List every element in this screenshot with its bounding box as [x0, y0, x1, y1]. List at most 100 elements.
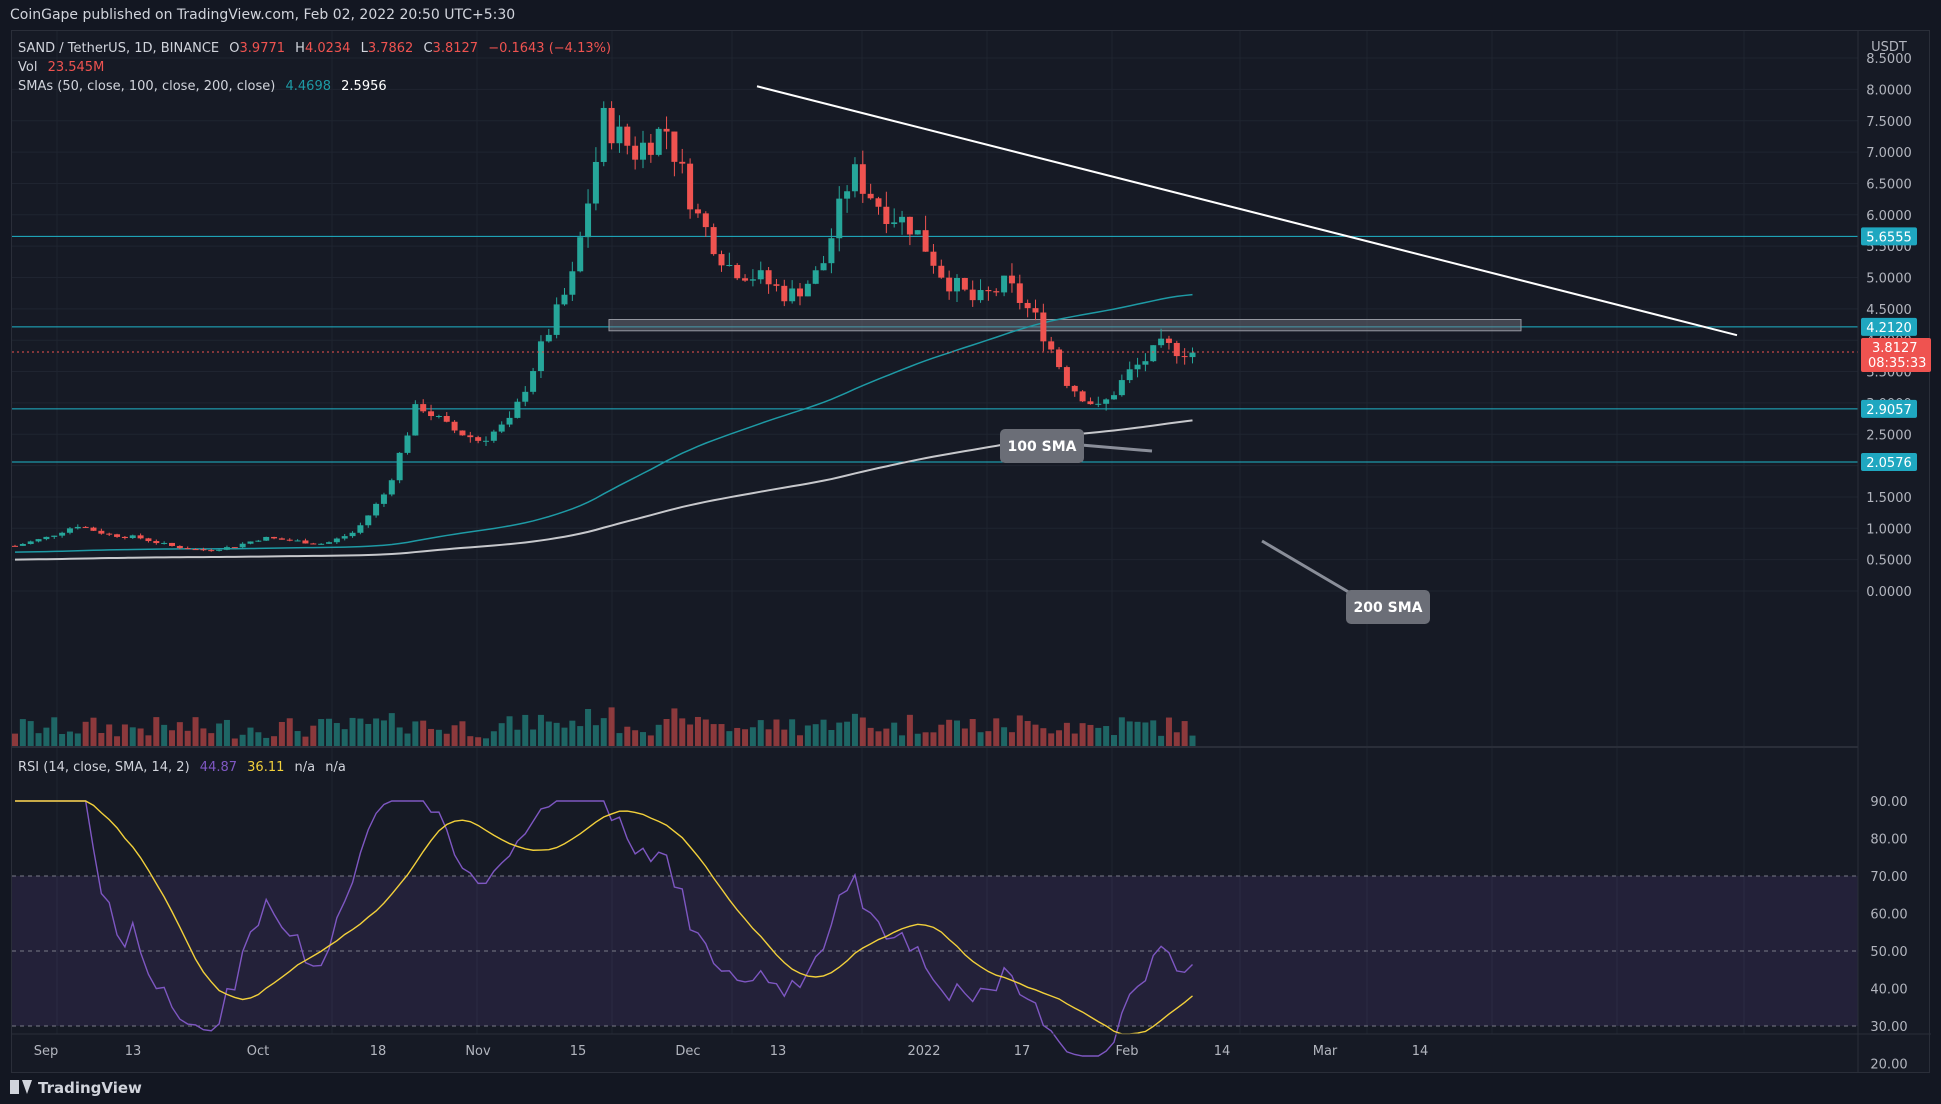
- volume-bars: [12, 707, 1196, 747]
- volume-bar: [812, 724, 819, 747]
- volume-bar: [263, 737, 270, 747]
- candle-body: [742, 278, 749, 281]
- volume-bar: [875, 731, 882, 747]
- volume-bar: [1095, 727, 1102, 747]
- volume-bar: [326, 718, 332, 747]
- candle-body: [663, 128, 670, 132]
- volume-bar: [35, 733, 42, 747]
- volume-bar: [373, 718, 380, 747]
- level-tag-label: 4.2120: [1866, 321, 1912, 336]
- price-tick-label: 0.0000: [1866, 585, 1912, 600]
- price-tick-label: 0.5000: [1866, 554, 1912, 569]
- open-value: 3.9771: [240, 41, 286, 56]
- candle-body: [1095, 403, 1102, 405]
- annotation-200-sma[interactable]: 200 SMA: [1261, 539, 1430, 624]
- candle-body: [1173, 342, 1180, 357]
- candle-body: [1165, 338, 1172, 343]
- close-value: 3.8127: [433, 41, 479, 56]
- volume-bar: [498, 723, 505, 747]
- candle-body: [1158, 338, 1165, 346]
- volume-bar: [1181, 721, 1188, 747]
- candle-body: [781, 285, 788, 302]
- rsi-tick-label: 60.00: [1870, 908, 1907, 923]
- volume-bar: [1008, 732, 1015, 747]
- candle-body: [74, 526, 81, 529]
- candle-body: [906, 216, 913, 235]
- sma-legend: SMAs (50, close, 100, close, 200, close)…: [18, 79, 387, 94]
- horizontal-levels: [12, 235, 1858, 463]
- candle-body: [365, 515, 372, 526]
- annotation-100-sma[interactable]: 100 SMA: [1000, 429, 1153, 463]
- price-axis[interactable]: 8.50008.00007.50007.00006.50006.00005.50…: [1866, 52, 1912, 600]
- candle-body: [616, 126, 623, 144]
- rsi-axis[interactable]: 90.00 80.00 70.00 60.00 50.00 40.00 30.00 20.00: [1870, 795, 1907, 1073]
- high-value: 4.0234: [305, 41, 351, 56]
- candle-body: [59, 532, 66, 536]
- chart-frame[interactable]: 8.5000 8.0000 7.5000 7.0000 6.5000 6.0000 5.50…: [11, 30, 1931, 1074]
- volume-bar: [66, 731, 73, 747]
- volume-bar: [74, 733, 81, 747]
- candle-body: [326, 542, 332, 544]
- volume-bar: [506, 716, 513, 747]
- volume-bar: [396, 727, 403, 747]
- candle-body: [922, 230, 929, 252]
- candle-body: [961, 277, 968, 290]
- candle-body: [891, 222, 898, 224]
- volume-bar: [671, 708, 678, 747]
- candle-body: [208, 550, 215, 552]
- ohlc-legend: SAND / TetherUS, 1D, BINANCE O3.9771 H4.…: [18, 41, 611, 56]
- price-tick-label: 8.5000: [1866, 52, 1912, 67]
- volume-bar: [687, 724, 694, 747]
- candlesticks: [12, 101, 1196, 552]
- trendline[interactable]: [756, 85, 1738, 337]
- volume-bar: [51, 717, 58, 747]
- level-tag-label: 2.9057: [1866, 403, 1912, 418]
- volume-bar: [106, 724, 113, 747]
- volume-bar: [553, 722, 560, 747]
- candle-body: [271, 536, 278, 539]
- volume-bar: [12, 733, 18, 747]
- candle-body: [35, 539, 42, 542]
- candle-body: [373, 503, 380, 516]
- candle-body: [1001, 275, 1008, 293]
- volume-bar: [781, 729, 788, 747]
- volume-bar: [341, 729, 348, 747]
- price-tick-label: 8.0000: [1866, 83, 1912, 98]
- volume-bar: [1142, 722, 1149, 747]
- price-tick-label: 1.0000: [1866, 522, 1912, 537]
- tradingview-logo[interactable]: TradingView: [10, 1079, 142, 1097]
- volume-bar: [1063, 722, 1070, 747]
- candle-body: [90, 527, 97, 531]
- candle-body: [129, 535, 136, 539]
- time-tick-label: Feb: [1115, 1044, 1138, 1059]
- volume-bar: [655, 724, 662, 747]
- time-tick-label: Nov: [465, 1044, 491, 1059]
- volume-bar: [388, 713, 395, 747]
- time-tick-label: 13: [125, 1044, 142, 1059]
- price-chart[interactable]: 8.50008.00007.50007.00006.50006.00005.50…: [12, 31, 1931, 1074]
- candle-body: [1087, 401, 1094, 405]
- annotation-pointer: [1080, 443, 1153, 453]
- candle-body: [137, 535, 144, 539]
- low-value: 3.7862: [368, 41, 414, 56]
- volume-bar: [192, 717, 199, 747]
- volume-bar: [349, 717, 356, 747]
- candle-body: [1056, 349, 1063, 368]
- volume-bar: [428, 728, 435, 747]
- candle-body: [498, 424, 505, 432]
- candle-body: [27, 541, 34, 544]
- volume-bar: [961, 728, 968, 747]
- candle-body: [757, 270, 764, 280]
- candle-body: [828, 238, 835, 264]
- candle-body: [349, 532, 356, 537]
- time-tick-label: 14: [1412, 1044, 1429, 1059]
- volume-bar: [765, 729, 772, 747]
- candle-body: [946, 277, 953, 292]
- volume-bar: [946, 719, 953, 747]
- candle-body: [192, 549, 199, 551]
- candle-body: [380, 494, 387, 504]
- volume-bar: [1111, 735, 1117, 747]
- volume-bar: [592, 725, 599, 747]
- candle-body: [671, 131, 678, 162]
- time-axis[interactable]: Sep 13 Oct 18 Nov 15 Dec 13 2022 17 Feb 14 Mar 14: [34, 1044, 1429, 1059]
